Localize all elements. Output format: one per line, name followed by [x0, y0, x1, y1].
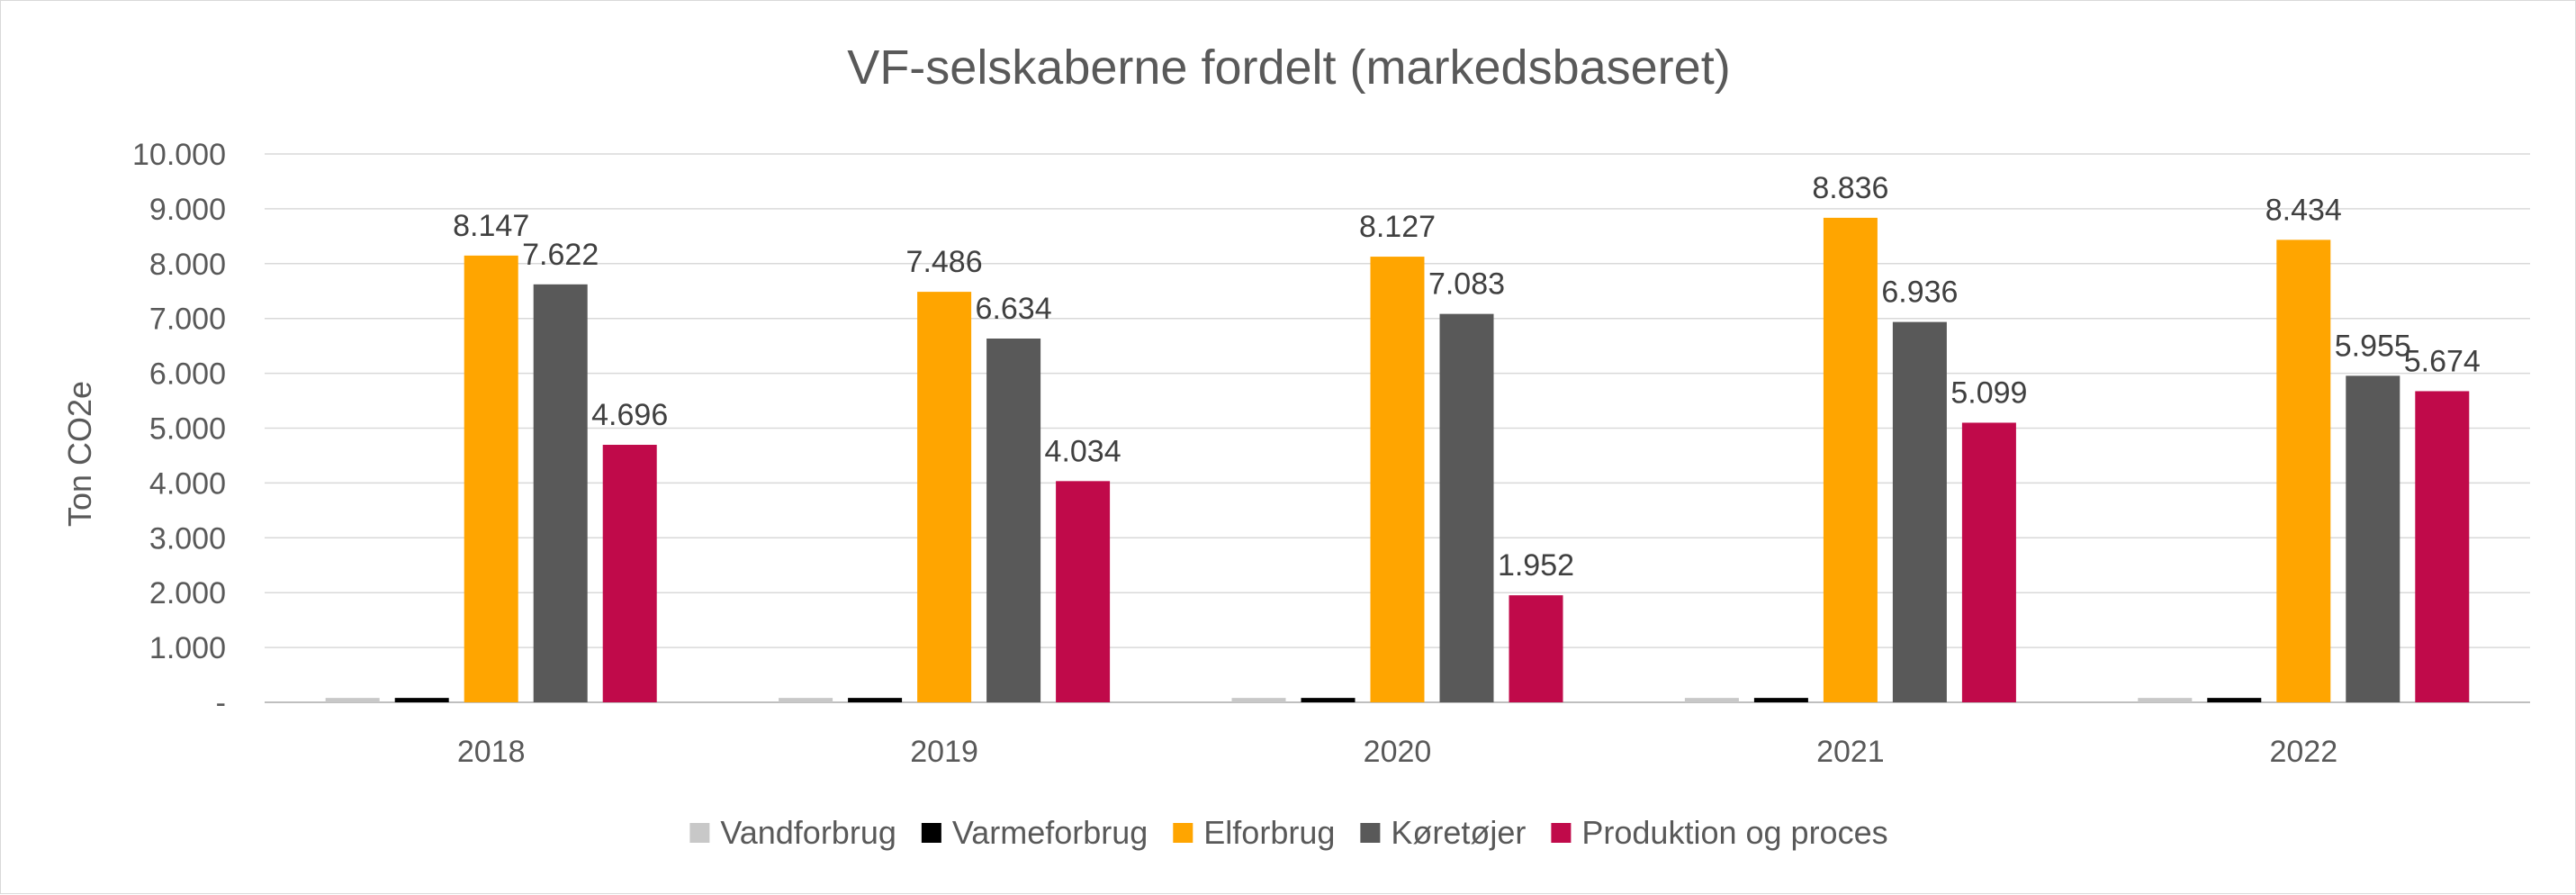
- bar-produktion-og-proces: [1056, 481, 1111, 702]
- legend-label: Produktion og proces: [1581, 814, 1887, 851]
- data-label: 5.674: [2404, 344, 2481, 378]
- chart-title: VF-selskaberne fordelt (markedsbaseret): [847, 41, 1730, 95]
- bar-varmeforbrug: [1753, 698, 1808, 702]
- legend-label: Varmeforbrug: [952, 814, 1148, 851]
- legend-label: Vandforbrug: [720, 814, 896, 851]
- legend-swatch: [689, 823, 710, 843]
- x-tick-label: 2019: [910, 735, 978, 769]
- x-tick-label: 2021: [1816, 735, 1885, 769]
- bar-elforbrug: [464, 255, 518, 702]
- bar-vandforbrug: [2138, 698, 2193, 702]
- data-label: 6.634: [976, 292, 1052, 326]
- legend-swatch: [1360, 823, 1381, 843]
- data-label: 8.127: [1359, 210, 1436, 244]
- data-label: 1.952: [1498, 548, 1574, 583]
- bar-k-ret-jer: [1892, 321, 1947, 702]
- bar-vandforbrug: [1684, 698, 1739, 702]
- bar-k-ret-jer: [533, 284, 588, 702]
- y-axis-label: Ton CO2e: [61, 381, 98, 527]
- x-tick-label: 2022: [2269, 735, 2337, 769]
- y-tick-label: 6.000: [149, 357, 226, 392]
- bar-produktion-og-proces: [602, 445, 657, 702]
- data-label: 8.434: [2265, 193, 2342, 227]
- bar-vandforbrug: [325, 698, 380, 702]
- data-label: 7.622: [522, 238, 599, 272]
- data-label: 4.034: [1045, 434, 1121, 468]
- legend-swatch: [1551, 823, 1572, 843]
- y-tick-label: 3.000: [149, 521, 226, 556]
- y-tick-label: 8.000: [149, 248, 226, 282]
- x-axis-ticks: 2018 2019 2020 2021 2022: [457, 735, 2337, 769]
- y-tick-label: 1.000: [149, 631, 226, 665]
- data-label: 7.083: [1428, 267, 1505, 302]
- y-tick-label: 4.000: [149, 466, 226, 501]
- bar-elforbrug: [917, 292, 972, 702]
- data-label: 5.955: [2335, 329, 2411, 363]
- data-label: 8.147: [453, 209, 529, 243]
- bar-varmeforbrug: [1301, 698, 1356, 702]
- y-tick-label: 2.000: [149, 576, 226, 610]
- bar-k-ret-jer: [986, 338, 1041, 702]
- legend-swatch: [1173, 823, 1193, 843]
- bar-k-ret-jer: [1439, 313, 1494, 702]
- legend-label: Elforbrug: [1203, 814, 1335, 851]
- bar-varmeforbrug: [848, 698, 903, 702]
- bar-varmeforbrug: [2207, 698, 2262, 702]
- data-label: 8.836: [1812, 171, 1888, 205]
- legend-label: Køretøjer: [1391, 814, 1526, 851]
- y-tick-label: 10.000: [132, 138, 226, 172]
- bar-vandforbrug: [1231, 698, 1286, 702]
- y-axis-ticks: - 1.000 2.000 3.000 4.000 5.000 6.000 7.000 8.00…: [132, 138, 226, 720]
- bar-elforbrug: [1823, 217, 1878, 703]
- x-tick-label: 2020: [1364, 735, 1432, 769]
- y-tick-label: 7.000: [149, 303, 226, 337]
- bar-produktion-og-proces: [2415, 391, 2470, 702]
- y-tick-label: 9.000: [149, 193, 226, 227]
- y-tick-label: -: [216, 686, 226, 720]
- bar-produktion-og-proces: [1961, 422, 2016, 702]
- y-tick-label: 5.000: [149, 412, 226, 447]
- data-label: 6.936: [1881, 276, 1958, 310]
- x-tick-label: 2018: [457, 735, 526, 769]
- data-label: 4.696: [591, 398, 668, 432]
- bar-elforbrug: [2276, 240, 2331, 702]
- legend-swatch: [921, 823, 941, 843]
- bar-elforbrug: [1370, 257, 1425, 702]
- data-label: 7.486: [906, 245, 983, 279]
- bar-vandforbrug: [779, 698, 833, 702]
- bar-produktion-og-proces: [1509, 595, 1563, 702]
- bars: [325, 217, 2470, 703]
- data-label: 5.099: [1950, 375, 2027, 410]
- legend: Vandforbrug Varmeforbrug Elforbrug Køretøje…: [689, 814, 1888, 851]
- bar-k-ret-jer: [2346, 375, 2400, 702]
- bar-varmeforbrug: [394, 698, 449, 702]
